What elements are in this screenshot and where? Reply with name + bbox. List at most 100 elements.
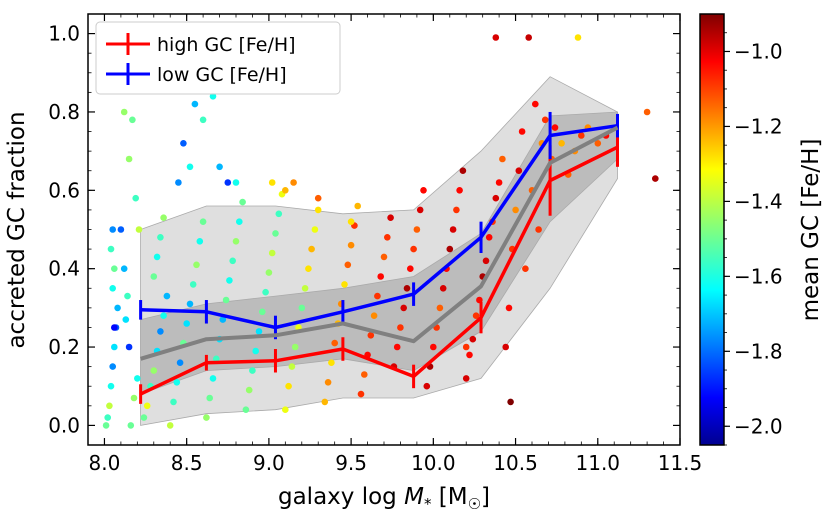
x-tick-label: 10.0 [411, 451, 456, 475]
scatter-point [282, 187, 289, 194]
colorbar-tick-label: −1.2 [734, 114, 783, 138]
scatter-point [120, 265, 128, 273]
scatter-point [245, 386, 253, 394]
scatter-point [397, 324, 404, 331]
scatter-point [125, 343, 133, 351]
scatter-point [370, 312, 378, 320]
y-tick-label: 0.8 [48, 100, 80, 124]
scatter-point [109, 226, 116, 233]
scatter-point [321, 398, 329, 406]
scatter-point [298, 304, 306, 312]
scatter-point [129, 116, 136, 124]
x-axis-label-sun: ☉ [468, 495, 481, 513]
scatter-point [120, 108, 128, 116]
scatter-point [403, 285, 411, 292]
scatter-point [262, 288, 269, 296]
scatter-point [387, 214, 394, 221]
legend-label-high: high GC [Fe/H] [157, 34, 296, 56]
scatter-point [502, 343, 510, 351]
scatter-point [507, 398, 514, 406]
scatter-point [551, 124, 559, 131]
scatter-point [111, 324, 118, 331]
series-lines [139, 111, 620, 404]
x-tick-label: 8.5 [171, 451, 203, 475]
scatter-point [449, 226, 457, 233]
scatter-point [150, 273, 158, 280]
scatter-point [125, 155, 133, 163]
scatter-point [301, 285, 309, 292]
scatter-point [423, 382, 431, 390]
scatter-point [288, 363, 296, 370]
scatter-point [347, 241, 355, 249]
scatter-point [492, 194, 500, 202]
scatter-point [347, 218, 355, 225]
scatter-point [439, 285, 447, 292]
scatter-point [643, 108, 651, 116]
scatter-point [157, 328, 164, 335]
scatter-point [515, 167, 523, 174]
scatter-point [466, 351, 473, 359]
axis-ticks: 8.0 8.5 9.0 9.5 10.0 10.5 11.0 11.5 0.0 0.2 0.4 0.6… [48, 14, 702, 475]
scatter-point [153, 253, 161, 261]
scatter-point [446, 245, 454, 253]
scatter-point [324, 379, 332, 386]
scatter-point [176, 359, 184, 367]
scatter-point [124, 292, 131, 300]
scatter-point [400, 304, 408, 312]
scatter-point [170, 398, 177, 406]
scatter-point [203, 414, 210, 421]
scatter-point [416, 206, 424, 214]
legend-entry-low: low GC [Fe/H] [106, 63, 287, 86]
scatter-point [384, 234, 391, 241]
scatter-point [163, 292, 171, 300]
scatter-point [305, 265, 312, 273]
scatter-point [314, 206, 322, 214]
scatter-point [199, 116, 207, 124]
scatter-point [255, 328, 263, 335]
scatter-point [472, 312, 480, 320]
scatter-point [512, 206, 519, 214]
scatter-point [102, 422, 110, 429]
x-tick-label: 9.5 [335, 451, 367, 475]
scatter-point [252, 347, 259, 355]
scatter-point [109, 363, 116, 370]
legend-entry-high: high GC [Fe/H] [106, 33, 296, 56]
scatter-point [469, 335, 477, 343]
plot-area: 8.0 8.5 9.0 9.5 10.0 10.5 11.0 11.5 0.0 0.2 0.4 0.6… [48, 13, 702, 475]
scatter-point [135, 226, 143, 233]
y-axis-label: accreted GC fraction [4, 111, 30, 348]
scatter-point [232, 238, 240, 245]
scatter-point [476, 296, 483, 304]
scatter-point [374, 292, 381, 300]
y-tick-label: 0.2 [48, 335, 80, 359]
x-tick-label: 11.5 [658, 451, 703, 475]
scatter-point [209, 93, 217, 100]
scatter-point [420, 187, 427, 194]
colorbar-tick-label: −1.0 [734, 39, 783, 63]
scatter-point [107, 382, 115, 390]
scatter-point [354, 202, 362, 210]
scatter-point [199, 218, 207, 225]
scatter-point [106, 402, 113, 410]
scatter-point [485, 234, 493, 241]
scatter-point [157, 234, 164, 241]
colorbar-gradient [700, 14, 724, 445]
scatter-point [166, 422, 174, 429]
colorbar-tick-label: −2.0 [734, 414, 783, 438]
scatter-point [436, 304, 444, 312]
scatter-point [183, 320, 190, 327]
colorbar: −1.0 −1.2 −1.4 −1.6 −1.8 −2.0 mean GC [Fe/H] [699, 13, 824, 446]
scatter-point [104, 414, 111, 421]
colorbar-tick-label: −1.6 [734, 264, 783, 288]
scatter-point [150, 367, 158, 374]
scatter-point [311, 226, 319, 233]
scatter-point [499, 155, 506, 163]
y-tick-label: 0.4 [48, 257, 80, 281]
scatter-point [482, 257, 490, 265]
scatter-point [259, 308, 266, 316]
scatter-point [140, 414, 148, 421]
scatter-point [453, 206, 460, 214]
scatter-point [495, 179, 503, 186]
scatter-point [180, 140, 187, 147]
scatter-point [518, 128, 526, 135]
